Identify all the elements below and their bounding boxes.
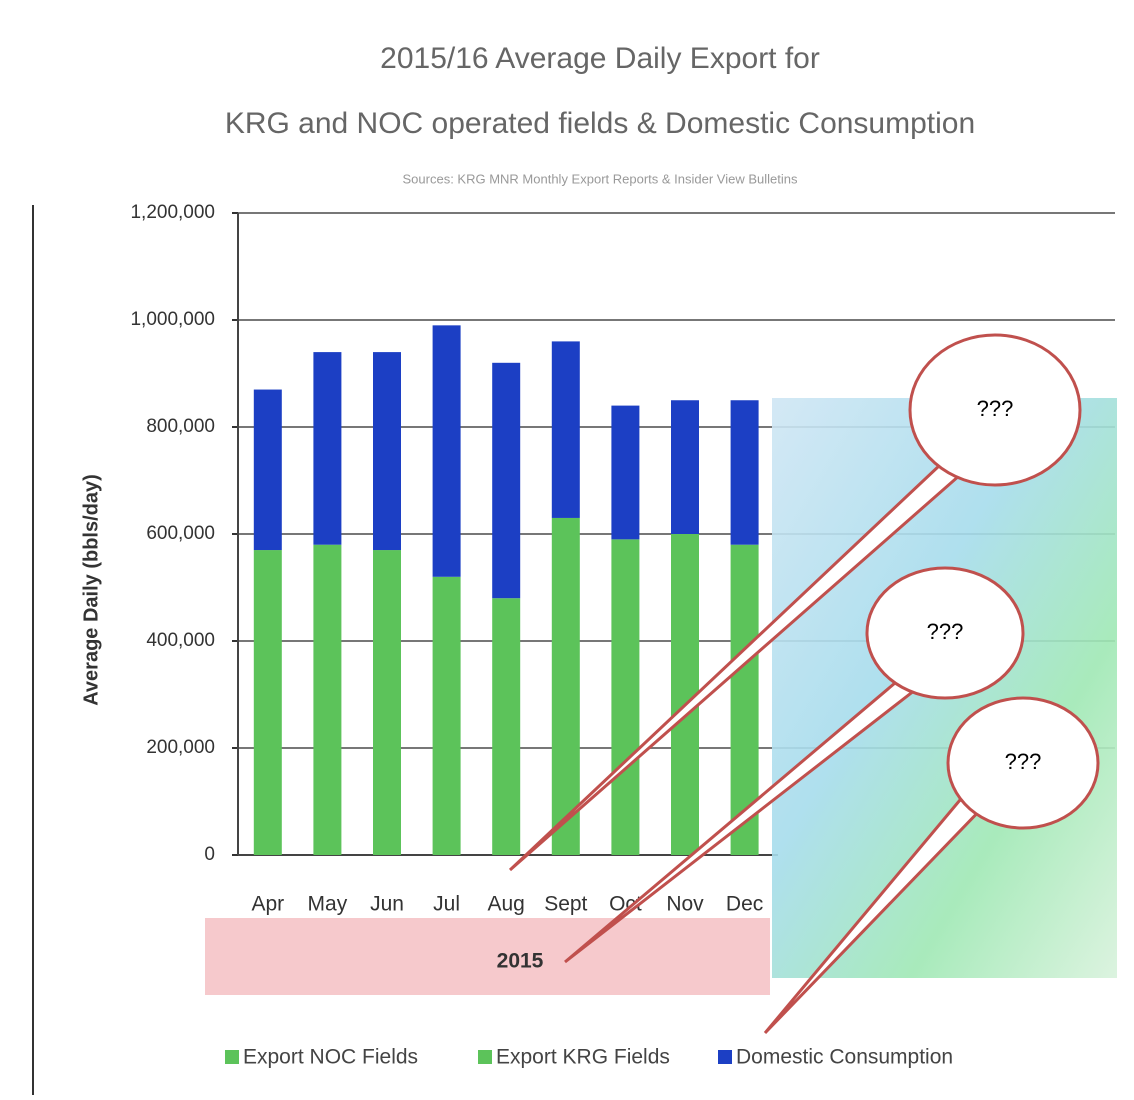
x-tick-label: Sept [544,893,587,916]
x-tick-label: Aug [488,893,525,916]
y-tick-label: 1,200,000 [130,202,215,223]
bar-segment [611,406,639,540]
x-tick-label: Jun [370,893,404,916]
group-label: 2015 [497,950,544,973]
bar-segment [671,400,699,534]
x-tick-label: Nov [666,893,704,916]
y-tick-label: 1,000,000 [130,309,215,330]
legend-swatch [478,1050,492,1064]
bar-segment [373,550,401,855]
bar-segment [731,400,759,544]
bar-segment [552,341,580,518]
bar-segment [552,518,580,855]
bar-segment [433,577,461,855]
legend-swatch [225,1050,239,1064]
bar-segment [373,352,401,550]
x-tick-label: Apr [251,893,284,916]
bar-segment [433,325,461,576]
bar-segment [254,550,282,855]
legend-swatch [718,1050,732,1064]
y-axis-label: Average Daily (bbls/day) [80,474,102,706]
x-tick-label: May [308,893,348,916]
bar-segment [492,363,520,598]
y-tick-label: 0 [204,844,215,865]
x-tick-label: Jul [433,893,460,916]
chart-title: 2015/16 Average Daily Export for [380,42,820,75]
legend-label: Export KRG Fields [496,1046,670,1069]
bar-segment [254,390,282,551]
y-tick-label: 400,000 [146,630,215,651]
legend-label: Export NOC Fields [243,1046,418,1069]
bar-segment [313,352,341,545]
chart-subtitle: KRG and NOC operated fields & Domestic C… [225,107,975,140]
legend-label: Domestic Consumption [736,1046,953,1069]
callout-text: ??? [977,396,1014,421]
callout-text: ??? [1005,749,1042,774]
chart-source: Sources: KRG MNR Monthly Export Reports … [403,171,798,186]
group-band [205,918,770,995]
y-tick-label: 800,000 [146,416,215,437]
chart: 2015/16 Average Daily Export for KRG and… [0,0,1134,1095]
bar-segment [611,539,639,855]
callout-text: ??? [927,619,964,644]
x-tick-label: Dec [726,893,763,916]
y-tick-label: 200,000 [146,737,215,758]
bar-segment [313,545,341,855]
y-tick-label: 600,000 [146,523,215,544]
bar-segment [492,598,520,855]
legend: Export NOC Fields Export KRG Fields Domest… [225,1046,953,1069]
